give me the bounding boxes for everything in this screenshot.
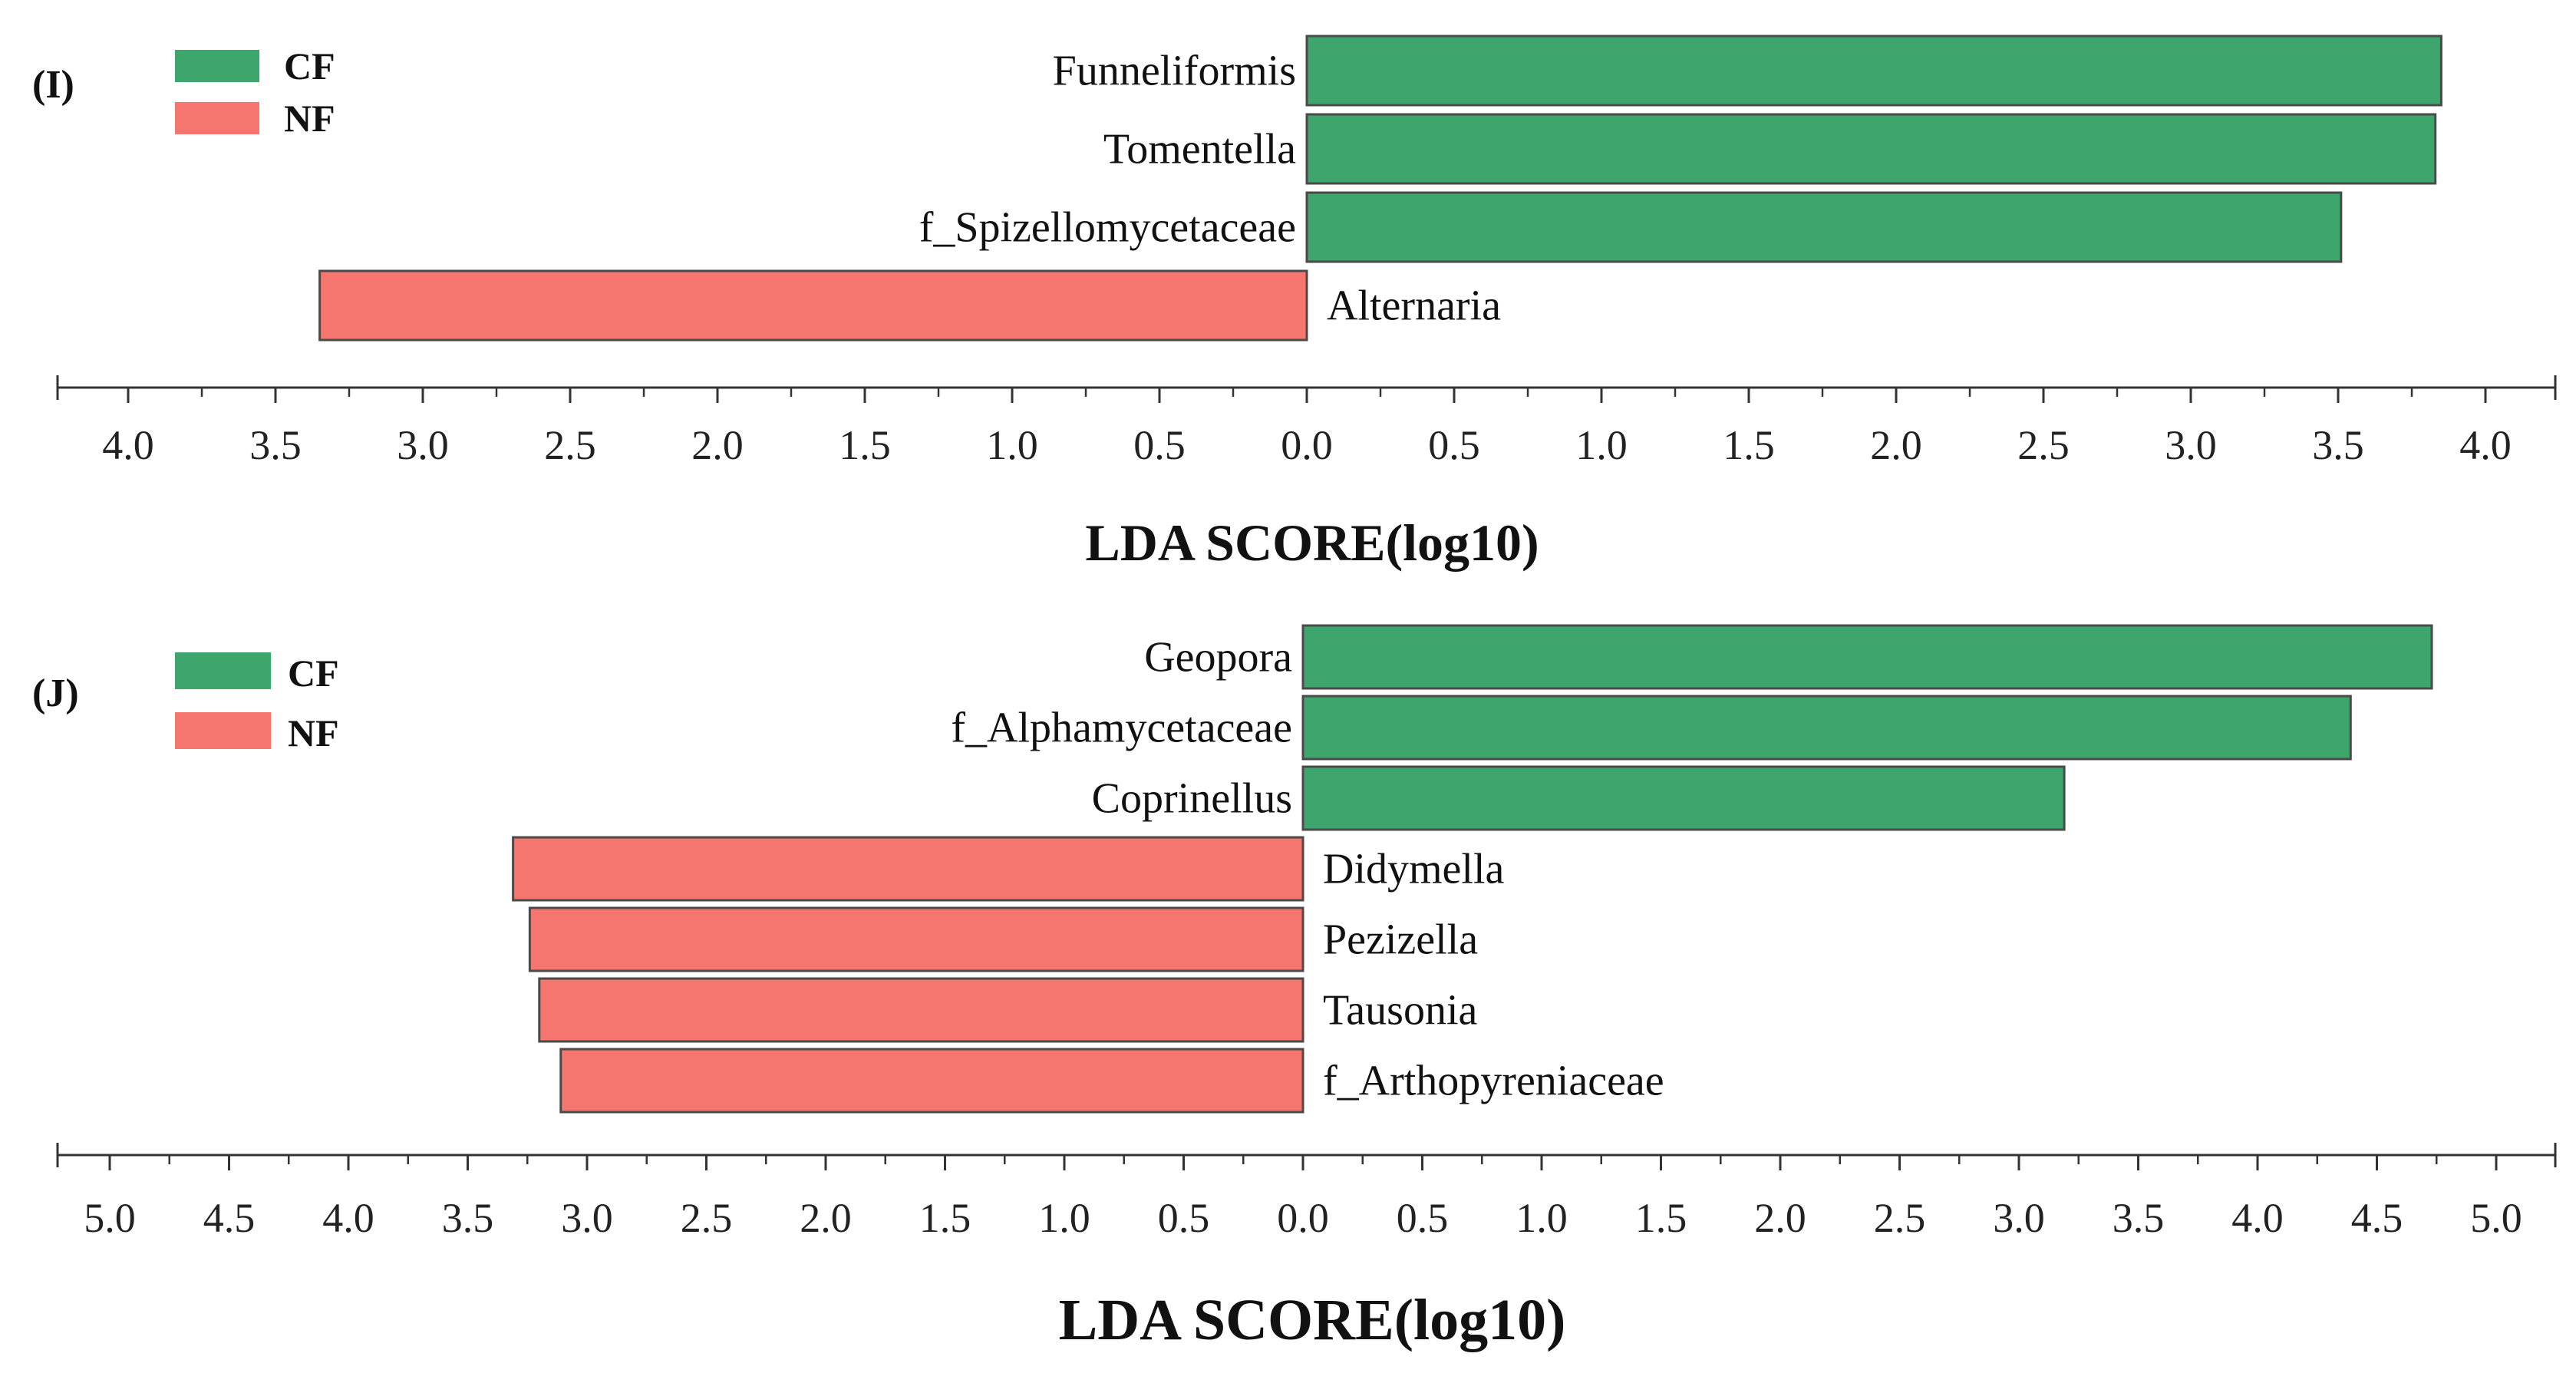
x-tick-label: 1.0 (1038, 1195, 1090, 1241)
bar-label: Coprinellus (1092, 774, 1292, 822)
x-tick-label: 3.5 (442, 1195, 494, 1241)
x-tick-label: 1.0 (1516, 1195, 1568, 1241)
x-axis-title: LDA SCORE(log10) (1085, 513, 1539, 572)
x-tick-label: 4.0 (322, 1195, 374, 1241)
panel-label: (J) (32, 672, 79, 715)
x-tick-label: 1.5 (919, 1195, 971, 1241)
x-tick-label: 3.0 (2165, 422, 2217, 468)
x-axis-title: LDA SCORE(log10) (1059, 1288, 1566, 1352)
x-tick-label: 2.0 (1754, 1195, 1806, 1241)
x-tick-label: 0.5 (1428, 422, 1480, 468)
x-tick-label: 5.0 (2470, 1195, 2522, 1241)
x-tick-label: 2.5 (1874, 1195, 1926, 1241)
panel-label: (I) (32, 63, 74, 107)
legend-label-cf: CF (284, 45, 335, 87)
legend-swatch-nf (175, 102, 259, 134)
x-tick-label: 4.0 (2459, 422, 2512, 468)
legend-label-nf: NF (288, 711, 339, 754)
x-tick-label: 0.5 (1133, 422, 1186, 468)
x-tick-label: 4.0 (2231, 1195, 2284, 1241)
bar-geopora (1301, 624, 2433, 690)
legend-label-cf: CF (288, 652, 339, 695)
x-tick-label: 1.5 (839, 422, 891, 468)
bar-label: Geopora (1144, 633, 1292, 681)
x-tick-label: 5.0 (84, 1195, 136, 1241)
x-tick-label: 3.5 (2113, 1195, 2165, 1241)
bar-label: Didymella (1323, 845, 1505, 893)
x-tick-label: 3.0 (397, 422, 449, 468)
bar-alternaria (318, 269, 1308, 342)
bar-coprinellus (1301, 765, 2066, 831)
bar-label: Alternaria (1327, 282, 1501, 329)
x-tick-label: 4.5 (203, 1195, 256, 1241)
x-tick-label: 2.0 (1870, 422, 1922, 468)
bar-f-arthopyreniaceae (559, 1048, 1304, 1114)
x-tick-label: 1.5 (1635, 1195, 1687, 1241)
bar-label: Pezizella (1323, 916, 1478, 963)
x-tick-label: 0.5 (1158, 1195, 1210, 1241)
x-tick-label: 2.0 (800, 1195, 852, 1241)
bar-label: f_Arthopyreniaceae (1323, 1057, 1664, 1104)
x-tick-label: 3.5 (249, 422, 302, 468)
x-tick-label: 0.0 (1281, 422, 1333, 468)
x-tick-label: 1.0 (1575, 422, 1628, 468)
bar-didymella (512, 836, 1304, 902)
x-tick-label: 4.0 (102, 422, 154, 468)
x-tick-label: 3.5 (2312, 422, 2364, 468)
x-tick-label: 2.5 (2017, 422, 2070, 468)
x-tick-label: 2.0 (691, 422, 744, 468)
x-tick-label: 0.0 (1277, 1195, 1329, 1241)
bar-tomentella (1305, 113, 2437, 185)
x-tick-label: 1.0 (986, 422, 1038, 468)
legend-swatch-nf (175, 712, 271, 749)
legend-swatch-cf (175, 652, 271, 689)
bar-f-alphamycetaceae (1301, 695, 2352, 761)
bar-label: Funneliformis (1053, 47, 1296, 94)
x-tick-label: 2.5 (544, 422, 596, 468)
x-tick-label: 1.5 (1723, 422, 1775, 468)
bar-label: f_Spizellomycetaceae (919, 203, 1296, 251)
bar-label: f_Alphamycetaceae (951, 704, 1292, 751)
x-tick-label: 4.5 (2351, 1195, 2403, 1241)
legend-label-nf: NF (284, 97, 335, 140)
bar-pezizella (528, 906, 1304, 972)
bar-funneliformis (1305, 35, 2442, 107)
bar-tausonia (538, 977, 1304, 1043)
legend-swatch-cf (175, 50, 259, 82)
bar-label: Tausonia (1323, 986, 1478, 1034)
bar-label: Tomentella (1103, 125, 1296, 173)
x-tick-label: 2.5 (681, 1195, 733, 1241)
x-tick-label: 3.0 (561, 1195, 613, 1241)
bar-f-spizellomycetaceae (1305, 191, 2343, 263)
x-tick-label: 0.5 (1397, 1195, 1449, 1241)
x-tick-label: 3.0 (1993, 1195, 2045, 1241)
